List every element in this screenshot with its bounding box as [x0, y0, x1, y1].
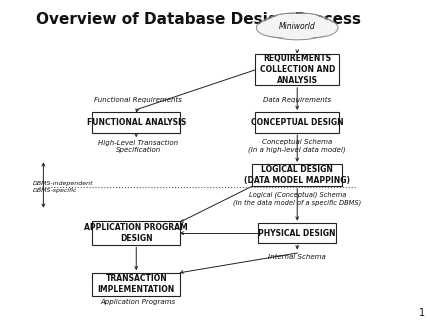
Text: Conceptual Schema
(In a high-level data model): Conceptual Schema (In a high-level data …: [249, 138, 346, 153]
Ellipse shape: [260, 13, 335, 40]
Text: Internal Schema: Internal Schema: [268, 253, 326, 260]
FancyBboxPatch shape: [255, 54, 339, 86]
Ellipse shape: [256, 18, 301, 37]
FancyBboxPatch shape: [92, 272, 181, 296]
Text: Data Requirements: Data Requirements: [263, 97, 331, 103]
Text: TRANSACTION
IMPLEMENTATION: TRANSACTION IMPLEMENTATION: [98, 274, 175, 295]
Text: 1: 1: [419, 308, 425, 318]
FancyBboxPatch shape: [255, 112, 339, 133]
Ellipse shape: [271, 14, 307, 28]
Text: FUNCTIONAL ANALYSIS: FUNCTIONAL ANALYSIS: [86, 118, 186, 127]
FancyBboxPatch shape: [252, 164, 342, 186]
Text: High-Level Transaction
Specification: High-Level Transaction Specification: [98, 140, 178, 154]
Text: PHYSICAL DESIGN: PHYSICAL DESIGN: [258, 229, 336, 238]
Ellipse shape: [258, 19, 299, 37]
Ellipse shape: [270, 14, 308, 29]
Text: LOGICAL DESIGN
(DATA MODEL MAPPING): LOGICAL DESIGN (DATA MODEL MAPPING): [244, 166, 350, 185]
Text: REQUIREMENTS
COLLECTION AND
ANALYSIS: REQUIREMENTS COLLECTION AND ANALYSIS: [260, 54, 335, 85]
Text: Application Programs: Application Programs: [101, 299, 176, 305]
Text: APPLICATION PROGRAM
DESIGN: APPLICATION PROGRAM DESIGN: [84, 223, 188, 243]
FancyBboxPatch shape: [258, 223, 336, 243]
FancyBboxPatch shape: [92, 221, 181, 245]
Text: Logical (Conceptual) Schema
(In the data model of a specific DBMS): Logical (Conceptual) Schema (In the data…: [233, 191, 361, 206]
Text: Functional Requirements: Functional Requirements: [95, 97, 182, 103]
Ellipse shape: [295, 19, 336, 37]
Text: CONCEPTUAL DESIGN: CONCEPTUAL DESIGN: [251, 118, 344, 127]
Text: Overview of Database Design Process: Overview of Database Design Process: [36, 12, 361, 27]
Ellipse shape: [263, 14, 332, 39]
Ellipse shape: [286, 14, 325, 29]
Text: DBMS-independent: DBMS-independent: [33, 181, 94, 186]
Ellipse shape: [288, 14, 323, 28]
Ellipse shape: [294, 18, 338, 37]
Text: Miniworld: Miniworld: [279, 22, 316, 31]
Text: DBMS-specific: DBMS-specific: [33, 188, 77, 193]
FancyBboxPatch shape: [92, 112, 181, 133]
